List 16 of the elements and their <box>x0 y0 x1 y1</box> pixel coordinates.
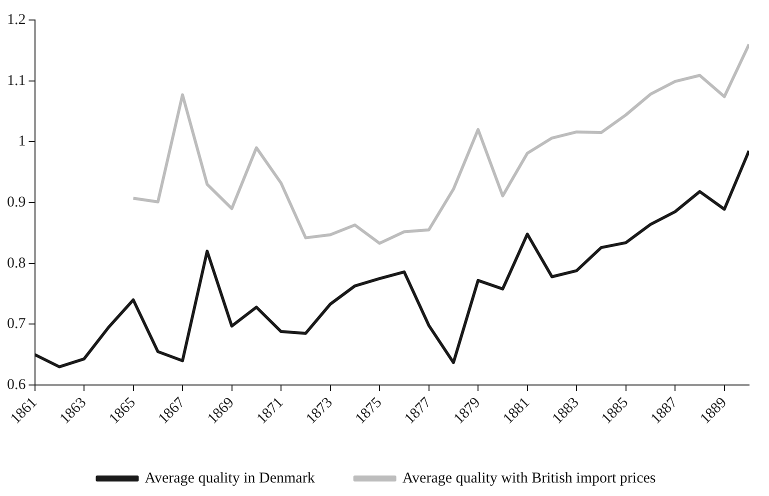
y-tick-label: 0.8 <box>7 255 26 272</box>
x-tick-label: 1871 <box>254 394 287 428</box>
y-tick-label: 1.2 <box>7 12 26 28</box>
legend-label: Average quality in Denmark <box>144 470 316 486</box>
x-tick-label: 1889 <box>697 394 730 428</box>
x-tick-label: 1873 <box>303 394 336 428</box>
y-tick-label: 0.6 <box>7 376 26 393</box>
y-tick-label: 1.1 <box>7 72 26 89</box>
y-tick-label: 1 <box>18 134 26 150</box>
x-tick-label: 1861 <box>8 394 40 428</box>
y-tick-label: 0.9 <box>7 194 26 210</box>
x-tick-label: 1881 <box>500 394 533 428</box>
x-tick-label: 1869 <box>204 394 238 428</box>
y-tick-label: 0.7 <box>7 316 26 332</box>
x-tick-label: 1879 <box>451 394 484 428</box>
legend-label: Average quality with British import prices <box>402 470 656 486</box>
